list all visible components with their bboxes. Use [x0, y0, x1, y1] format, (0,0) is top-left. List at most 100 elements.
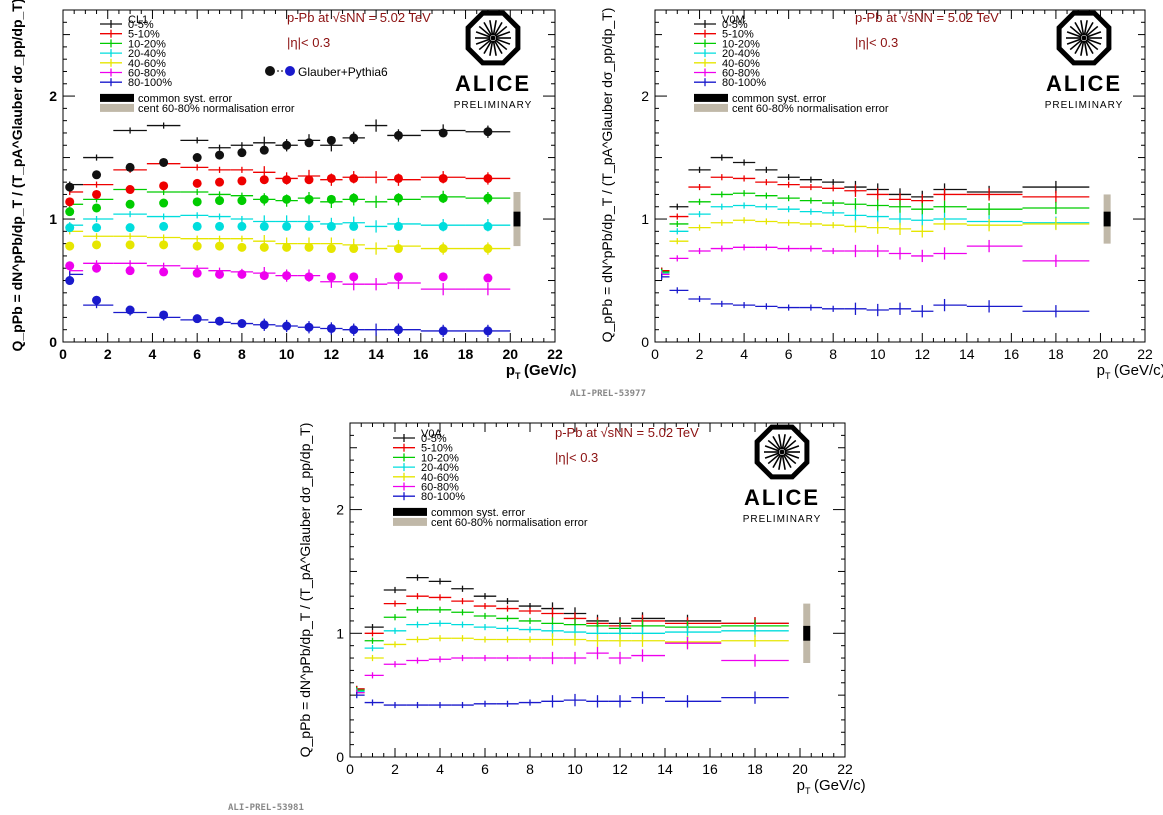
glauber-point [349, 272, 359, 282]
logo-ray [764, 452, 780, 459]
data-point [844, 244, 867, 258]
glauber-point [483, 244, 493, 254]
data-point [387, 129, 421, 142]
data-point [777, 219, 800, 226]
y-tick-label: 2 [641, 88, 649, 104]
data-point [364, 220, 388, 233]
glauber-point [237, 269, 247, 279]
glauber-point [282, 271, 292, 281]
data-point [631, 634, 665, 647]
logo-ray [1080, 20, 1085, 36]
x-tick-label: 4 [436, 761, 444, 777]
data-point [866, 221, 889, 234]
glauber-point [438, 244, 448, 254]
data-point [208, 166, 231, 173]
x-tick-label: 10 [567, 761, 583, 777]
data-point [208, 144, 231, 151]
glauber-point [438, 173, 448, 183]
data-point [496, 625, 519, 632]
glauber-point [65, 276, 75, 286]
logo-sub: PRELIMINARY [454, 100, 533, 111]
glauber-point [125, 266, 135, 276]
data-point [631, 627, 665, 640]
legend-entry: 20-40% [421, 462, 459, 474]
series-40-60pct [661, 217, 1090, 278]
y-tick-label: 1 [641, 211, 649, 227]
x-tick-label: 6 [785, 346, 793, 362]
glauber-point [304, 221, 314, 231]
data-point [755, 244, 778, 251]
data-point [364, 242, 388, 255]
glauber-point [125, 162, 135, 172]
data-point [496, 654, 519, 662]
data-point [406, 701, 429, 709]
data-point [387, 193, 421, 206]
data-point [822, 179, 845, 186]
data-point [406, 636, 429, 643]
data-point [1022, 305, 1090, 318]
data-point [911, 203, 934, 216]
logo-ray [1083, 20, 1088, 36]
data-point [822, 199, 845, 207]
legend: CL10-5%5-10%10-20%20-40%40-60%60-80%80-1… [100, 14, 295, 115]
data-point [631, 691, 665, 704]
logo-sub: PRELIMINARY [1045, 100, 1124, 111]
logo-ray [478, 25, 492, 37]
data-point [866, 199, 889, 212]
y-axis: 0 1 2 [641, 9, 1145, 350]
glauber-point [65, 241, 75, 251]
series-0-5pct [661, 154, 1090, 274]
data-point [732, 159, 756, 166]
data-point [230, 215, 254, 223]
x-axis: 0 2 4 6 8 10 12 14 16 18 20 22 p T (GeV/c) [59, 10, 577, 381]
glauber-point [438, 272, 448, 282]
data-point [496, 615, 519, 622]
data-point [451, 635, 474, 642]
logo-ray [1066, 38, 1082, 45]
data-point [563, 633, 587, 646]
energy-label: p-Pb at √sNN = 5.02 TeV [855, 10, 999, 25]
data-point [721, 691, 789, 704]
glauber-point [92, 189, 102, 199]
logo-ray [1069, 39, 1083, 51]
series-60-80pct [661, 239, 1090, 278]
logo-ray [492, 40, 497, 56]
legend-entry: 40-60% [128, 58, 166, 70]
logo-ray [475, 31, 491, 38]
data-point [563, 693, 587, 707]
data-point [888, 247, 912, 260]
legend-syst-norm: cent 60-80% normalisation error [732, 103, 889, 115]
data-point [473, 612, 497, 620]
glauber-point [483, 221, 493, 231]
data-point [146, 213, 181, 220]
glauber-point [237, 176, 247, 186]
data-point [799, 183, 823, 191]
eta-label: |η|< 0.3 [287, 35, 330, 50]
glauber-point [159, 310, 169, 320]
glauber-point [259, 194, 269, 204]
data-point [755, 192, 778, 199]
logo-ray [783, 439, 797, 451]
data-point [364, 278, 388, 291]
glauber-point [349, 193, 359, 203]
legend-syst-common-swatch [393, 507, 427, 516]
data-point [83, 215, 114, 223]
glauber-point [65, 197, 75, 207]
data-series [65, 119, 511, 338]
logo-ray [475, 38, 491, 45]
logo-ray [1085, 39, 1099, 51]
data-point [710, 245, 733, 252]
data-point [473, 636, 497, 643]
data-point [473, 624, 497, 631]
x-tick-label: 18 [458, 346, 474, 362]
glauber-point [65, 207, 75, 217]
data-point [428, 656, 452, 663]
glauber-point [326, 221, 336, 231]
data-point [866, 303, 889, 317]
logo-ray [778, 454, 783, 470]
x-tick-label: 22 [547, 346, 563, 362]
data-point [665, 614, 722, 628]
x-tick-label: 0 [346, 761, 354, 777]
data-point [364, 323, 388, 336]
data-point [451, 654, 474, 662]
